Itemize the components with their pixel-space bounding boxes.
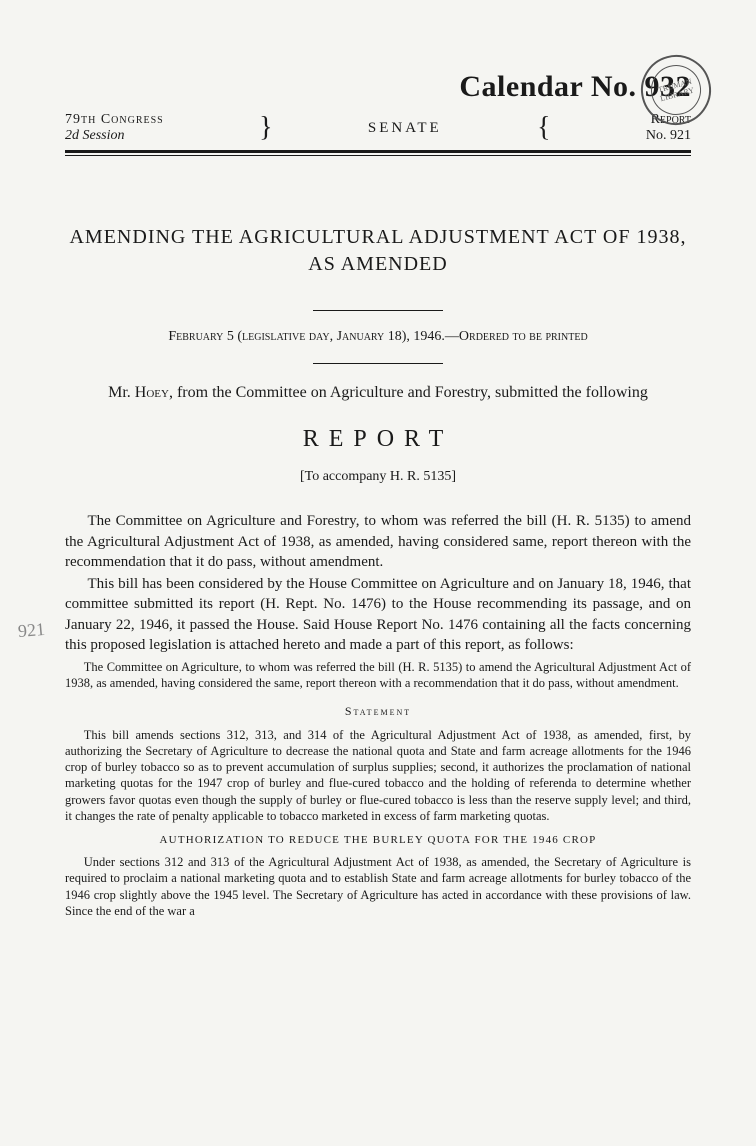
committee-para: The Committee on Agriculture, to whom wa…	[65, 659, 691, 692]
stamp-inner: TRUMAN LIBRARY	[645, 59, 706, 120]
authorization-para: Under sections 312 and 313 of the Agricu…	[65, 854, 691, 919]
submitter-suffix: , from the Committee on Agriculture and …	[169, 384, 648, 401]
left-brace: }	[259, 117, 272, 139]
margin-annotation: 921	[17, 619, 46, 642]
session-line: 2d Session	[65, 128, 164, 144]
title-rule-2	[313, 363, 443, 364]
calendar-number: Calendar No. 932	[65, 70, 691, 104]
chamber: SENATE	[368, 120, 442, 137]
report-no: No. 921	[646, 128, 691, 144]
right-brace: {	[537, 117, 550, 139]
body-para-1: The Committee on Agriculture and Forestr…	[65, 511, 691, 572]
header-rule	[65, 150, 691, 156]
submitter-name: Hoey	[135, 384, 169, 401]
submitter-line: Mr. Hoey, from the Committee on Agricult…	[65, 382, 691, 404]
authorization-heading: AUTHORIZATION TO REDUCE THE BURLEY QUOTA…	[65, 834, 691, 846]
date-ordered-line: February 5 (legislative day, January 18)…	[65, 329, 691, 345]
document-header: 79th Congress 2d Session } SENATE { Repo…	[65, 112, 691, 144]
header-congress-block: 79th Congress 2d Session	[65, 112, 164, 144]
statement-heading: Statement	[65, 704, 691, 719]
statement-para: This bill amends sections 312, 313, and …	[65, 727, 691, 825]
document-title: AMENDING THE AGRICULTURAL ADJUSTMENT ACT…	[65, 224, 691, 278]
submitter-prefix: Mr.	[108, 384, 135, 401]
title-rule-1	[313, 310, 443, 311]
report-heading: REPORT	[65, 426, 691, 453]
accompany-line: [To accompany H. R. 5135]	[65, 469, 691, 485]
body-para-2: This bill has been considered by the Hou…	[65, 574, 691, 655]
congress-line: 79th Congress	[65, 112, 164, 128]
stamp-text: TRUMAN LIBRARY	[650, 75, 701, 105]
